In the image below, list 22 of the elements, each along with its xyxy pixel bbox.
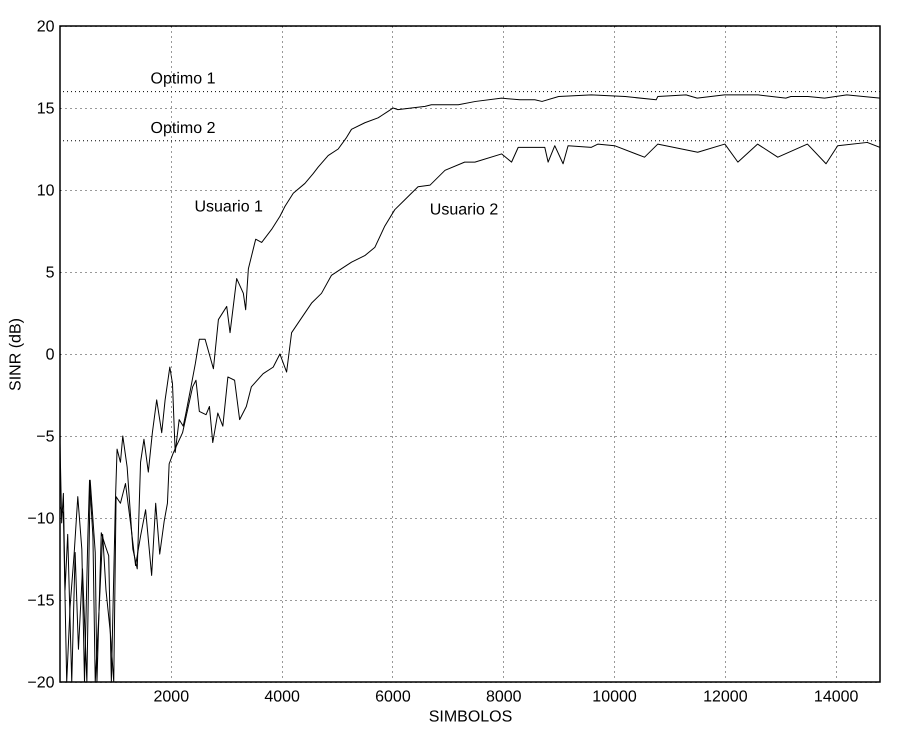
x-tick-label: 14000	[814, 688, 859, 706]
y-tick-label: 20	[36, 18, 55, 36]
x-tick-label: 12000	[703, 688, 748, 706]
y-tick-label: 5	[46, 264, 55, 282]
y-tick-label: 0	[46, 346, 55, 364]
y-tick-label: −10	[27, 510, 55, 528]
y-tick-label: −20	[27, 674, 55, 692]
y-tick-label: −15	[27, 592, 55, 610]
ref-line-label: Optimo 2	[150, 120, 216, 137]
x-tick-label: 4000	[264, 688, 300, 706]
y-tick-label: −5	[36, 428, 55, 446]
series-label: Usuario 1	[194, 198, 264, 216]
y-tick-label: 10	[36, 182, 55, 200]
series-label: Usuario 2	[430, 202, 498, 219]
y-tick-label: 15	[36, 100, 55, 118]
ref-line-label: Optimo 1	[150, 70, 216, 88]
y-axis-title: SINR (dB)	[7, 318, 24, 391]
x-tick-label: 2000	[154, 688, 190, 706]
x-tick-label: 10000	[592, 688, 637, 706]
x-axis-title: SIMBOLOS	[428, 708, 512, 726]
x-tick-label: 6000	[375, 688, 411, 706]
x-tick-label: 8000	[486, 688, 522, 706]
